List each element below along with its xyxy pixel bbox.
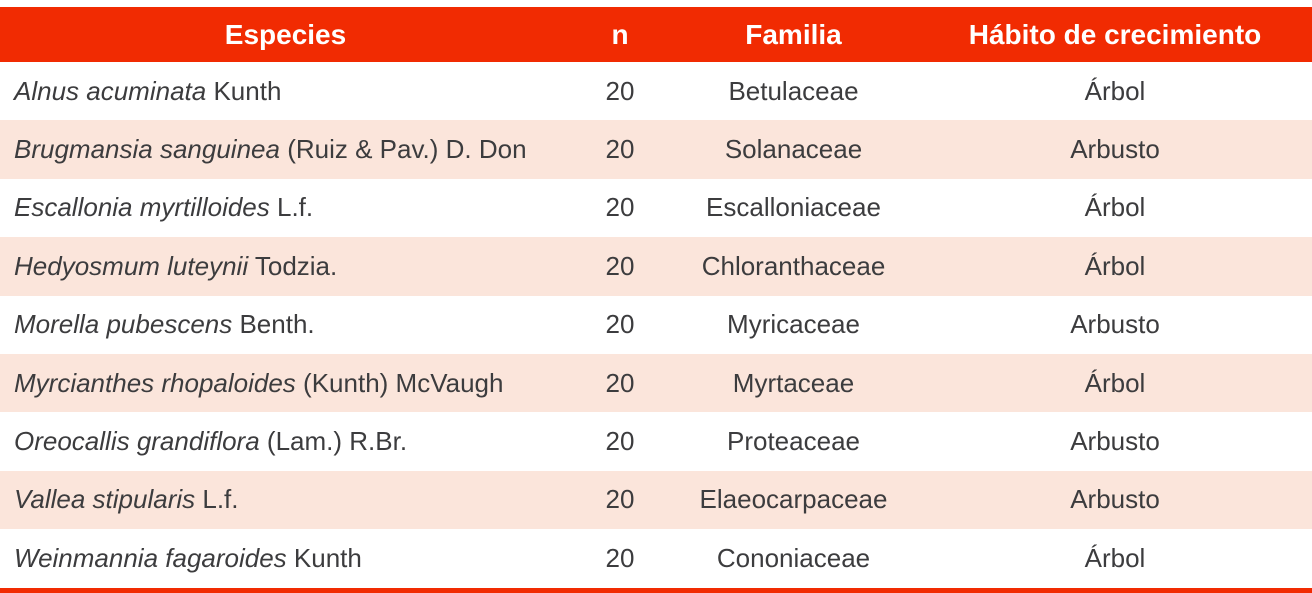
species-author: (Kunth) McVaugh — [303, 367, 504, 398]
species-cell: Escallonia myrtilloides L.f. — [0, 178, 571, 238]
table-bottom-rule — [0, 588, 1312, 593]
familia-cell: Cononiaceae — [669, 529, 918, 588]
table-row: Vallea stipularis L.f. 20 Elaeocarpaceae… — [0, 470, 1312, 530]
species-author: L.f. — [277, 192, 314, 223]
habito-cell: Arbusto — [918, 295, 1312, 354]
n-cell: 20 — [571, 62, 669, 121]
table-body: Alnus acuminata Kunth 20 Betulaceae Árbo… — [0, 62, 1312, 588]
familia-cell: Betulaceae — [669, 62, 918, 121]
species-name-italic: Vallea stipularis — [14, 484, 196, 515]
table-header: Especies n Familia Hábito de crecimiento — [0, 7, 1312, 62]
table-row: Myrcianthes rhopaloides (Kunth) McVaugh … — [0, 353, 1312, 413]
habito-cell: Árbol — [918, 178, 1312, 238]
species-author: Todzia. — [254, 250, 338, 281]
familia-cell: Solanaceae — [669, 120, 918, 179]
table-row: Oreocallis grandiflora (Lam.) R.Br. 20 P… — [0, 412, 1312, 471]
species-cell: Brugmansia sanguinea (Ruiz & Pav.) D. Do… — [0, 120, 571, 179]
species-cell: Vallea stipularis L.f. — [0, 470, 571, 530]
n-cell: 20 — [571, 178, 669, 238]
species-author: (Ruiz & Pav.) D. Don — [287, 134, 527, 165]
species-name-italic: Myrcianthes rhopaloides — [14, 367, 296, 398]
familia-cell: Myricaceae — [669, 295, 918, 354]
species-name-italic: Escallonia myrtilloides — [14, 192, 270, 223]
familia-cell: Proteaceae — [669, 412, 918, 471]
column-header-habito: Hábito de crecimiento — [918, 7, 1312, 62]
table-row: Escallonia myrtilloides L.f. 20 Escallon… — [0, 178, 1312, 238]
table-row: Brugmansia sanguinea (Ruiz & Pav.) D. Do… — [0, 120, 1312, 179]
n-cell: 20 — [571, 120, 669, 179]
table-row: Weinmannia fagaroides Kunth 20 Cononiace… — [0, 529, 1312, 588]
table-row: Alnus acuminata Kunth 20 Betulaceae Árbo… — [0, 62, 1312, 121]
species-cell: Morella pubescens Benth. — [0, 295, 571, 354]
n-cell: 20 — [571, 412, 669, 471]
table-row: Morella pubescens Benth. 20 Myricaceae A… — [0, 295, 1312, 354]
species-table: Especies n Familia Hábito de crecimiento… — [0, 7, 1312, 588]
species-name-italic: Weinmannia fagaroides — [14, 542, 287, 573]
species-author: Kunth — [293, 542, 362, 573]
species-cell: Myrcianthes rhopaloides (Kunth) McVaugh — [0, 353, 571, 413]
species-cell: Oreocallis grandiflora (Lam.) R.Br. — [0, 412, 571, 471]
n-cell: 20 — [571, 529, 669, 588]
species-author: Benth. — [239, 309, 315, 340]
n-cell: 20 — [571, 470, 669, 530]
habito-cell: Arbusto — [918, 470, 1312, 530]
habito-cell: Árbol — [918, 237, 1312, 296]
familia-cell: Elaeocarpaceae — [669, 470, 918, 530]
habito-cell: Árbol — [918, 529, 1312, 588]
species-cell: Alnus acuminata Kunth — [0, 62, 571, 121]
habito-cell: Árbol — [918, 62, 1312, 121]
n-cell: 20 — [571, 353, 669, 413]
n-cell: 20 — [571, 295, 669, 354]
species-cell: Weinmannia fagaroides Kunth — [0, 529, 571, 588]
table-row: Hedyosmum luteynii Todzia. 20 Chlorantha… — [0, 237, 1312, 296]
habito-cell: Arbusto — [918, 120, 1312, 179]
habito-cell: Árbol — [918, 353, 1312, 413]
species-name-italic: Oreocallis grandiflora — [14, 426, 260, 457]
species-cell: Hedyosmum luteynii Todzia. — [0, 237, 571, 296]
column-header-familia: Familia — [669, 7, 918, 62]
n-cell: 20 — [571, 237, 669, 296]
species-author: (Lam.) R.Br. — [266, 426, 408, 457]
column-header-especies: Especies — [0, 7, 571, 62]
species-name-italic: Brugmansia sanguinea — [14, 134, 280, 165]
species-author: L.f. — [202, 484, 239, 515]
column-header-n: n — [571, 7, 669, 62]
species-name-italic: Alnus acuminata — [14, 75, 207, 106]
species-name-italic: Morella pubescens — [14, 309, 233, 340]
habito-cell: Arbusto — [918, 412, 1312, 471]
familia-cell: Escalloniaceae — [669, 178, 918, 238]
table-header-row: Especies n Familia Hábito de crecimiento — [0, 7, 1312, 62]
species-name-italic: Hedyosmum luteynii — [14, 250, 249, 281]
familia-cell: Chloranthaceae — [669, 237, 918, 296]
familia-cell: Myrtaceae — [669, 353, 918, 413]
species-author: Kunth — [213, 75, 282, 106]
